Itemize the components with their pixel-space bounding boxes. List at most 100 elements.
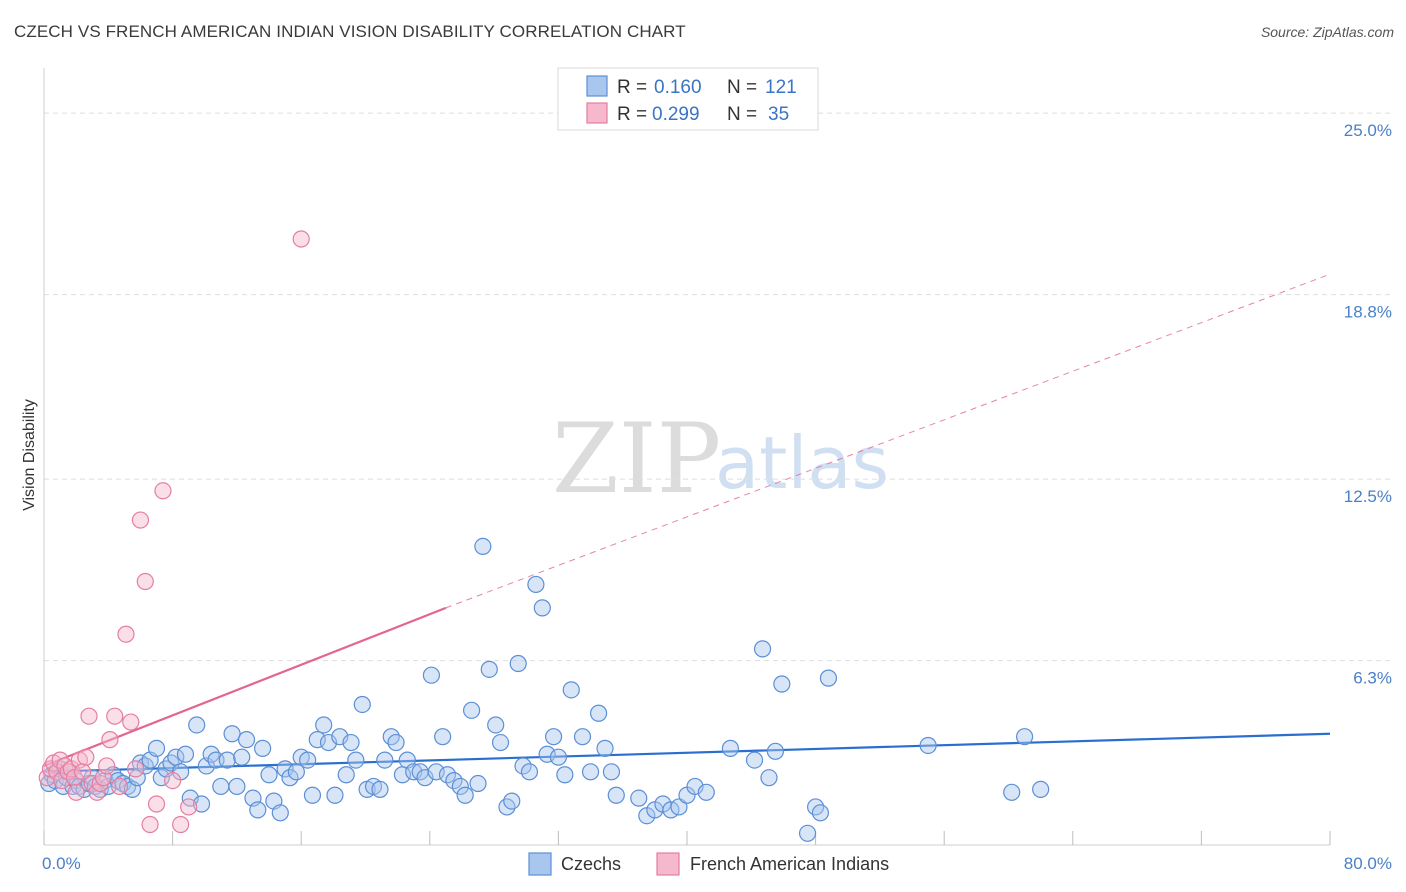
point-czechs-69 [376,751,394,769]
point-french-american-indians-16 [88,783,106,801]
point-czechs-77 [422,666,441,684]
x-tick-label-max: 80.0% [1344,854,1392,873]
bottom-legend-label-french: French American Indians [690,854,889,874]
y-tick-label-1: 12.5% [1344,487,1392,506]
watermark: ZIP atlas [552,403,889,515]
point-french-american-indians-12 [73,763,92,781]
point-czechs-68 [371,780,389,798]
point-czechs-47 [254,739,272,757]
point-czechs-129 [1015,728,1034,746]
grid-lines [44,112,1392,662]
point-czechs-102 [573,728,592,746]
point-czechs-41 [223,725,241,743]
legend-r-label-french: R = [617,104,647,125]
point-french-american-indians-0 [38,769,56,787]
point-czechs-18 [109,771,127,790]
point-czechs-50 [271,804,289,822]
point-czechs-58 [315,716,333,734]
point-czechs-22 [128,769,146,787]
point-czechs-55 [299,751,317,769]
source-credit: Source: ZipAtlas.com [1260,24,1394,40]
point-czechs-44 [237,731,256,749]
point-french-american-indians-21 [106,707,124,725]
point-czechs-35 [192,795,211,813]
point-czechs-108 [630,789,648,807]
point-czechs-71 [387,733,405,752]
x-tick-labels: 0.0% 80.0% [42,854,1392,873]
point-czechs-126 [819,669,838,687]
data-points [38,230,1050,842]
point-french-american-indians-30 [154,482,172,500]
x-tick-label-min: 0.0% [42,854,81,873]
legend-r-value-czechs: 0.160 [654,77,702,98]
point-czechs-92 [509,654,527,673]
point-czechs-100 [556,766,574,784]
point-czechs-125 [811,804,830,822]
point-czechs-48 [260,766,278,784]
point-czechs-63 [342,733,360,752]
bottom-legend-swatch-czechs [528,852,552,876]
point-french-american-indians-5 [53,771,71,790]
trend-line-french [43,606,447,767]
legend-n-label-french: N = [727,104,757,125]
point-czechs-121 [766,742,785,760]
point-french-american-indians-23 [117,625,135,643]
point-french-american-indians-22 [110,777,129,796]
point-czechs-86 [474,537,492,555]
point-french-american-indians-32 [172,815,190,834]
point-french-american-indians-29 [147,795,166,813]
point-french-american-indians-20 [101,731,119,749]
legend-n-label-czechs: N = [727,77,757,98]
watermark-zip: ZIP [552,403,721,515]
point-french-american-indians-24 [122,713,140,731]
point-czechs-85 [469,774,487,793]
point-czechs-113 [670,798,688,816]
trend-line-french-extension [445,273,1331,609]
bottom-legend-label-czechs: Czechs [561,854,621,874]
point-french-american-indians-14 [80,707,98,725]
point-czechs-123 [798,824,817,842]
legend-swatch-french-american-indians [586,102,608,124]
point-czechs-117 [721,739,740,757]
point-czechs-99 [549,748,568,766]
bottom-legend: Czechs French American Indians [528,852,889,876]
point-czechs-60 [326,786,344,804]
point-french-american-indians-19 [98,757,116,775]
point-czechs-127 [919,736,937,755]
y-axis-label: Vision Disability [21,399,38,511]
point-czechs-89 [491,733,510,752]
point-french-american-indians-26 [131,511,150,529]
point-czechs-128 [1003,783,1021,801]
point-czechs-95 [527,575,545,594]
point-czechs-81 [445,771,463,790]
point-czechs-82 [451,777,469,796]
point-czechs-104 [589,704,608,722]
point-czechs-101 [562,681,580,699]
legend-r-value-french: 0.299 [652,104,700,125]
bottom-legend-swatch-french [656,852,680,876]
watermark-atlas: atlas [715,421,889,505]
point-czechs-34 [188,716,206,734]
point-french-american-indians-25 [127,760,145,778]
point-czechs-119 [753,640,772,658]
point-czechs-130 [1032,780,1050,798]
y-tick-labels: 6.3% 12.5% 18.8% 25.0% [1344,121,1392,687]
point-czechs-97 [538,745,556,763]
y-tick-label-0: 6.3% [1353,669,1392,688]
point-french-american-indians-27 [136,572,154,591]
legend-n-value-czechs: 121 [765,77,797,98]
point-czechs-32 [176,745,195,763]
point-czechs-26 [147,739,166,757]
legend: R = 0.160 N = 121 R = 0.299 N = 35 [557,67,819,131]
point-czechs-40 [218,751,236,769]
point-czechs-27 [152,769,170,787]
point-czechs-107 [607,786,625,804]
point-czechs-93 [514,757,532,775]
point-czechs-120 [760,769,778,787]
point-czechs-94 [520,763,539,781]
point-czechs-46 [249,801,267,819]
point-french-american-indians-34 [292,230,310,248]
point-czechs-122 [773,675,791,693]
point-czechs-57 [308,731,326,749]
